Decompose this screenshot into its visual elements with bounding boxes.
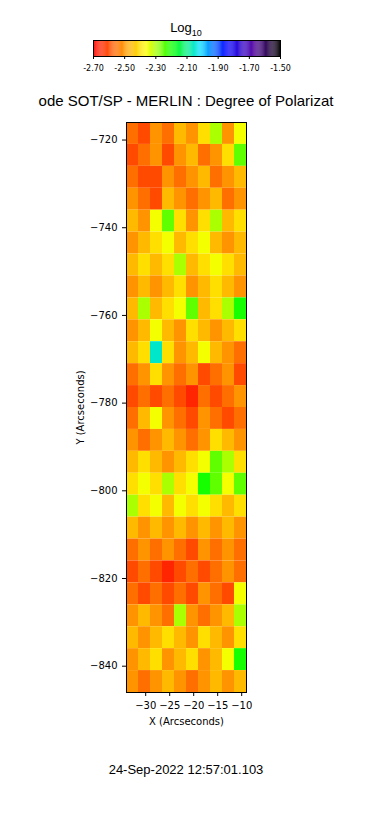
html-text:Log10: Log10 <box>170 20 202 38</box>
svg-text:−760: −760 <box>90 310 117 321</box>
svg-text:-1.70: -1.70 <box>239 64 260 73</box>
svg-text:-2.70: -2.70 <box>83 64 104 73</box>
svg-text:−20: −20 <box>183 700 204 711</box>
svg-text:−820: −820 <box>90 573 117 584</box>
svg-text:Y (Arcseconds): Y (Arcseconds) <box>75 370 86 445</box>
svg-text:−800: −800 <box>90 485 117 496</box>
svg-text:-2.30: -2.30 <box>145 64 166 73</box>
svg-text:X (Arcseconds): X (Arcseconds) <box>149 716 224 727</box>
svg-text:−10: −10 <box>231 700 252 711</box>
svg-text:−30: −30 <box>135 700 156 711</box>
svg-text:−840: −840 <box>90 660 117 671</box>
svg-text:−25: −25 <box>159 700 180 711</box>
svg-text:−780: −780 <box>90 397 117 408</box>
svg-text:−15: −15 <box>207 700 228 711</box>
html-text:24-Sep-2022 12:57:01.103: 24-Sep-2022 12:57:01.103 <box>108 762 264 777</box>
svg-text:-1.50: -1.50 <box>270 64 291 73</box>
svg-text:−720: −720 <box>90 134 117 145</box>
svg-text:-1.90: -1.90 <box>208 64 229 73</box>
svg-text:-2.10: -2.10 <box>177 64 198 73</box>
html-text:ode SOT/SP - MERLIN : Degree o: ode SOT/SP - MERLIN : Degree of Polariza… <box>38 92 334 109</box>
svg-text:−740: −740 <box>90 222 117 233</box>
svg-text:-2.50: -2.50 <box>114 64 135 73</box>
